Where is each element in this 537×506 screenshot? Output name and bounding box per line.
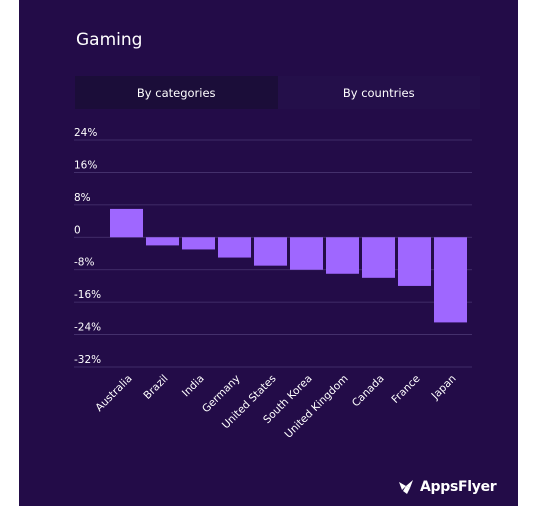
x-tick-label: Canada [350,373,387,410]
bar-united-kingdom [326,237,359,274]
tab-by-categories[interactable]: By categories [75,76,278,109]
x-tick-label: India [180,373,207,400]
bar-france [398,237,431,286]
y-tick-label: 8% [74,192,91,204]
y-tick-label: 16% [74,159,97,171]
bar-canada [362,237,395,278]
appsflyer-bird-icon [399,480,413,494]
x-tick-label: Brazil [141,373,170,402]
x-tick-label: Australia [93,373,134,414]
x-tick-label: Japan [429,373,459,403]
tab-by-countries[interactable]: By countries [277,76,480,109]
appsflyer-logo: AppsFlyer [397,478,497,496]
bar-india [182,237,215,250]
y-tick-label: -24% [74,322,101,334]
x-tick-label: France [389,373,422,406]
y-tick-label: 24% [74,127,97,139]
y-tick-label: -32% [74,354,101,366]
chart-card: Gaming By categories By countries 24% 16%… [19,0,518,506]
bar-united-states [254,237,287,266]
bar-brazil [146,237,179,246]
bar-australia [110,208,143,238]
y-tick-label: -16% [74,289,101,301]
brand-name: AppsFlyer [420,479,497,495]
bar-chart: 24% 16% 8% 0 -8% -16% -24% -32% Australia Brazil I… [74,127,472,441]
x-tick-label: United Kingdom [283,373,351,441]
y-tick-label: 0 [74,224,81,236]
bar-south-korea [290,237,323,270]
bar-germany [218,237,251,258]
tab-bar: By categories By countries [75,76,480,109]
y-tick-label: -8% [74,257,94,269]
bar-japan [434,237,467,323]
chart-title: Gaming [76,30,143,50]
